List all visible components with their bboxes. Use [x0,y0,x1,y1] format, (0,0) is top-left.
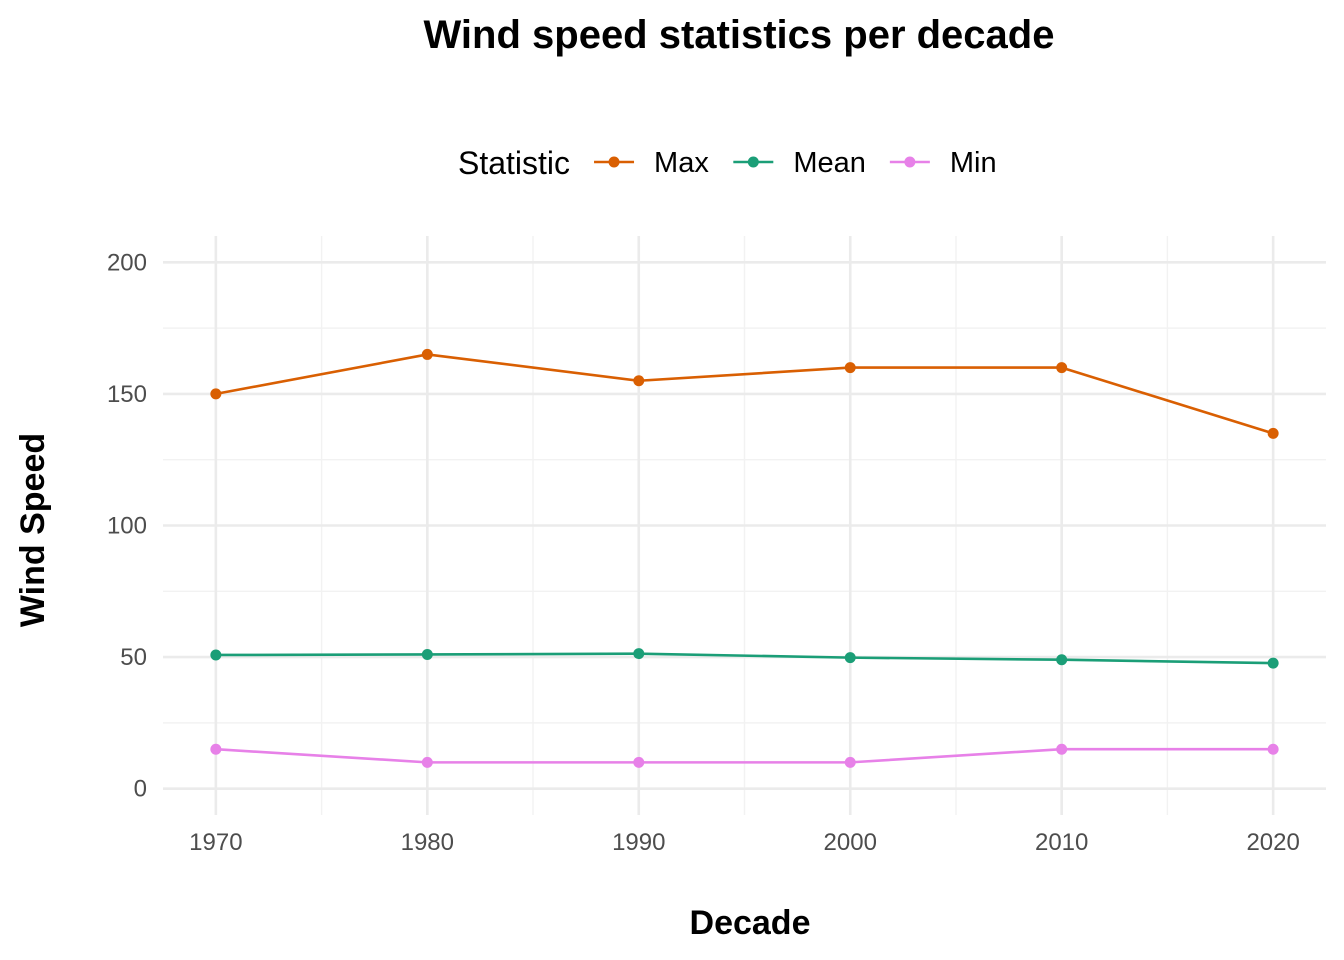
y-tick-label: 50 [120,644,147,671]
legend: Statistic Max Mean Min [458,145,997,181]
legend-title: Statistic [458,145,570,181]
data-point-max [844,362,856,374]
chart-title: Wind speed statistics per decade [424,13,1055,57]
series-line-min [215,747,1274,764]
data-point-max [633,375,645,387]
legend-key-point [747,156,759,168]
legend-label: Max [654,147,709,179]
data-point-mean [633,648,645,660]
legend-item-max: Max [594,147,709,179]
data-point-min [633,756,645,768]
data-point-mean [1056,654,1068,666]
data-point-min [1056,743,1068,755]
data-point-max [421,348,433,360]
y-tick-label: 0 [134,776,147,803]
data-point-max [1056,362,1068,374]
y-tick-label: 150 [107,381,147,408]
x-tick-label: 2010 [1035,829,1088,856]
series-max [210,348,1279,439]
x-axis-ticks: 1970 1980 1990 2000 2010 2020 [189,829,1300,856]
y-tick-label: 200 [107,249,147,276]
x-tick-label: 1970 [189,829,242,856]
x-tick-label: 1980 [401,829,454,856]
y-axis-ticks: 0 50 100 150 200 [107,249,147,802]
legend-label: Mean [793,147,866,179]
grid [163,236,1326,815]
data-point-max [1267,427,1279,439]
legend-item-mean: Mean [733,147,866,179]
series-mean [210,648,1279,669]
data-point-mean [844,652,856,664]
y-axis-title: Wind Speed [14,433,52,627]
x-axis-title: Decade [690,904,811,942]
data-point-max [210,388,222,400]
series-min [210,743,1279,768]
x-tick-label: 2000 [824,829,877,856]
data-point-mean [1267,657,1279,669]
data-point-min [421,756,433,768]
series-line-mean [215,652,1274,665]
y-tick-label: 100 [107,513,147,540]
legend-key-point [608,156,620,168]
series-line-max [215,353,1274,435]
legend-label: Min [950,147,997,179]
x-tick-label: 1990 [612,829,665,856]
series-group [210,348,1279,768]
legend-key-point [904,156,916,168]
data-point-mean [210,649,222,661]
data-point-min [844,756,856,768]
data-point-mean [421,648,433,660]
x-tick-label: 2020 [1246,829,1299,856]
data-point-min [210,743,222,755]
data-point-min [1267,743,1279,755]
legend-item-min: Min [889,147,997,179]
